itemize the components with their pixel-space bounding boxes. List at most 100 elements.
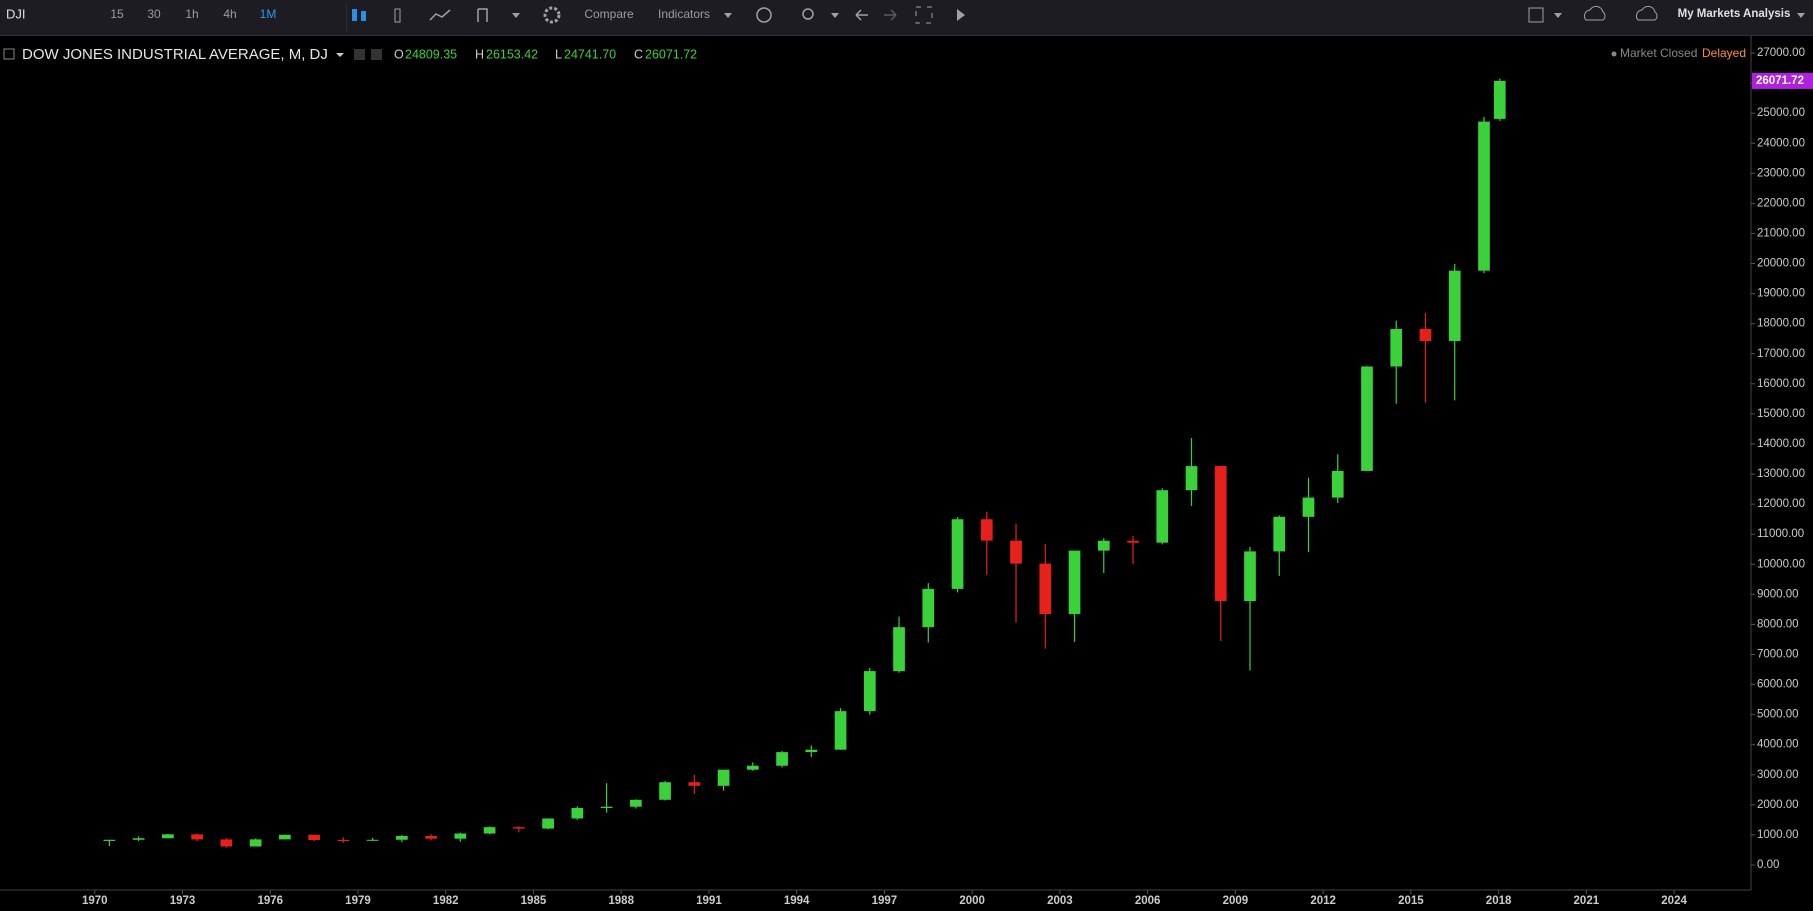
undo-icon[interactable] <box>855 9 868 21</box>
candle-body <box>249 839 262 847</box>
y-tick-label: 21000.00 <box>1757 227 1805 239</box>
y-tick-label: 4000.00 <box>1757 739 1799 751</box>
dropdown[interactable] <box>512 13 520 18</box>
y-tick-label: 13000.00 <box>1757 468 1805 480</box>
candle-body <box>132 838 145 840</box>
x-tick-label: 1997 <box>872 895 898 907</box>
replay-icon[interactable] <box>957 9 965 21</box>
dropdown[interactable] <box>336 53 344 57</box>
dropdown[interactable] <box>1797 13 1805 18</box>
candle-body <box>1361 366 1373 471</box>
low-letter: L <box>555 47 562 61</box>
y-tick-label: 17000.00 <box>1757 348 1805 360</box>
layout-icon[interactable] <box>1528 7 1544 23</box>
dropdown[interactable] <box>831 13 839 18</box>
y-tick-label: 8000.00 <box>1757 618 1799 630</box>
x-tick-label: 1976 <box>257 895 283 907</box>
candle-body <box>103 839 116 841</box>
candle-body <box>1244 551 1256 602</box>
candle-body <box>1010 540 1022 564</box>
dropdown[interactable] <box>724 13 732 18</box>
candles-icon[interactable] <box>352 9 357 21</box>
settings-icon[interactable] <box>543 6 561 24</box>
candle-body <box>279 834 291 840</box>
candle-body <box>542 818 554 829</box>
y-tick-label: 2000.00 <box>1757 799 1799 811</box>
interval-button[interactable]: 30 <box>147 7 161 21</box>
open-value: 24809.35 <box>405 47 457 61</box>
close-value: 26071.72 <box>645 47 697 61</box>
x-tick-label: 1979 <box>345 895 371 907</box>
candle-body <box>834 711 847 750</box>
interval-button[interactable]: 1h <box>185 7 198 21</box>
interval-button[interactable]: 15 <box>110 7 124 21</box>
save-icon[interactable] <box>1635 5 1658 21</box>
candle-body <box>688 782 701 786</box>
bars-icon[interactable] <box>477 8 488 22</box>
candle-body <box>1127 540 1139 543</box>
dropdown[interactable] <box>1554 13 1562 18</box>
y-tick-label: 27000.00 <box>1757 47 1805 59</box>
interval-button[interactable]: 4h <box>223 7 236 21</box>
load-icon[interactable] <box>1583 5 1606 21</box>
x-tick-label: 2000 <box>959 895 985 907</box>
candle-body <box>805 749 818 753</box>
y-tick-label: 1000.00 <box>1757 829 1799 841</box>
alert-icon[interactable] <box>756 7 772 23</box>
settings-icon[interactable] <box>371 49 382 60</box>
candle-body <box>512 827 525 829</box>
price-tag <box>1752 72 1813 89</box>
y-tick-label: 16000.00 <box>1757 378 1805 390</box>
market-status: Market Closed <box>1620 46 1697 60</box>
close-letter: C <box>634 47 643 61</box>
candle-body <box>191 834 203 840</box>
y-tick-label: 5000.00 <box>1757 709 1799 721</box>
candle-body <box>1419 329 1432 341</box>
y-tick-label: 7000.00 <box>1757 649 1799 661</box>
candle-body <box>1478 121 1490 271</box>
candle-body <box>1493 80 1506 119</box>
collapse-icon[interactable] <box>3 48 15 60</box>
candle-body <box>396 836 408 840</box>
candle-body <box>717 769 730 786</box>
x-tick-label: 2021 <box>1574 895 1600 907</box>
line-icon[interactable] <box>429 9 451 21</box>
candle-body <box>1214 466 1227 602</box>
symbol-input[interactable]: DJI <box>6 6 26 21</box>
candle-body <box>863 671 876 712</box>
candle-body <box>1185 466 1198 491</box>
candle-body <box>1331 470 1344 498</box>
candle-body <box>425 836 437 839</box>
candle-body <box>922 588 935 628</box>
candle-body <box>571 807 584 819</box>
idea-icon[interactable] <box>802 8 814 20</box>
x-tick-label: 2009 <box>1223 895 1249 907</box>
candle-body <box>659 782 671 800</box>
y-tick-label: 19000.00 <box>1757 288 1805 300</box>
layout-name[interactable]: My Markets Analysis <box>1678 8 1791 20</box>
indicators-button[interactable]: Indicators <box>658 7 710 21</box>
x-tick-label: 1982 <box>433 895 459 907</box>
low-value: 24741.70 <box>564 47 616 61</box>
y-tick-label: 10000.00 <box>1757 558 1805 570</box>
x-tick-label: 1970 <box>82 895 108 907</box>
candle-body <box>1302 497 1315 517</box>
fullscreen-icon[interactable] <box>915 6 933 24</box>
candle-body <box>1156 490 1169 543</box>
interval-button[interactable]: 1M <box>260 7 277 21</box>
x-tick-label: 1991 <box>696 895 722 907</box>
y-tick-label: 3000.00 <box>1757 769 1799 781</box>
hollow-candles-icon[interactable] <box>394 8 401 23</box>
x-tick-label: 2012 <box>1310 895 1336 907</box>
compare-button[interactable]: Compare <box>584 7 634 21</box>
y-tick-label: 6000.00 <box>1757 679 1799 691</box>
y-tick-label: 9000.00 <box>1757 588 1799 600</box>
status-dot <box>1611 51 1617 57</box>
candle-body <box>454 833 467 839</box>
candle-body <box>337 840 350 842</box>
y-tick-label: 15000.00 <box>1757 408 1805 420</box>
visibility-icon[interactable] <box>354 49 365 60</box>
